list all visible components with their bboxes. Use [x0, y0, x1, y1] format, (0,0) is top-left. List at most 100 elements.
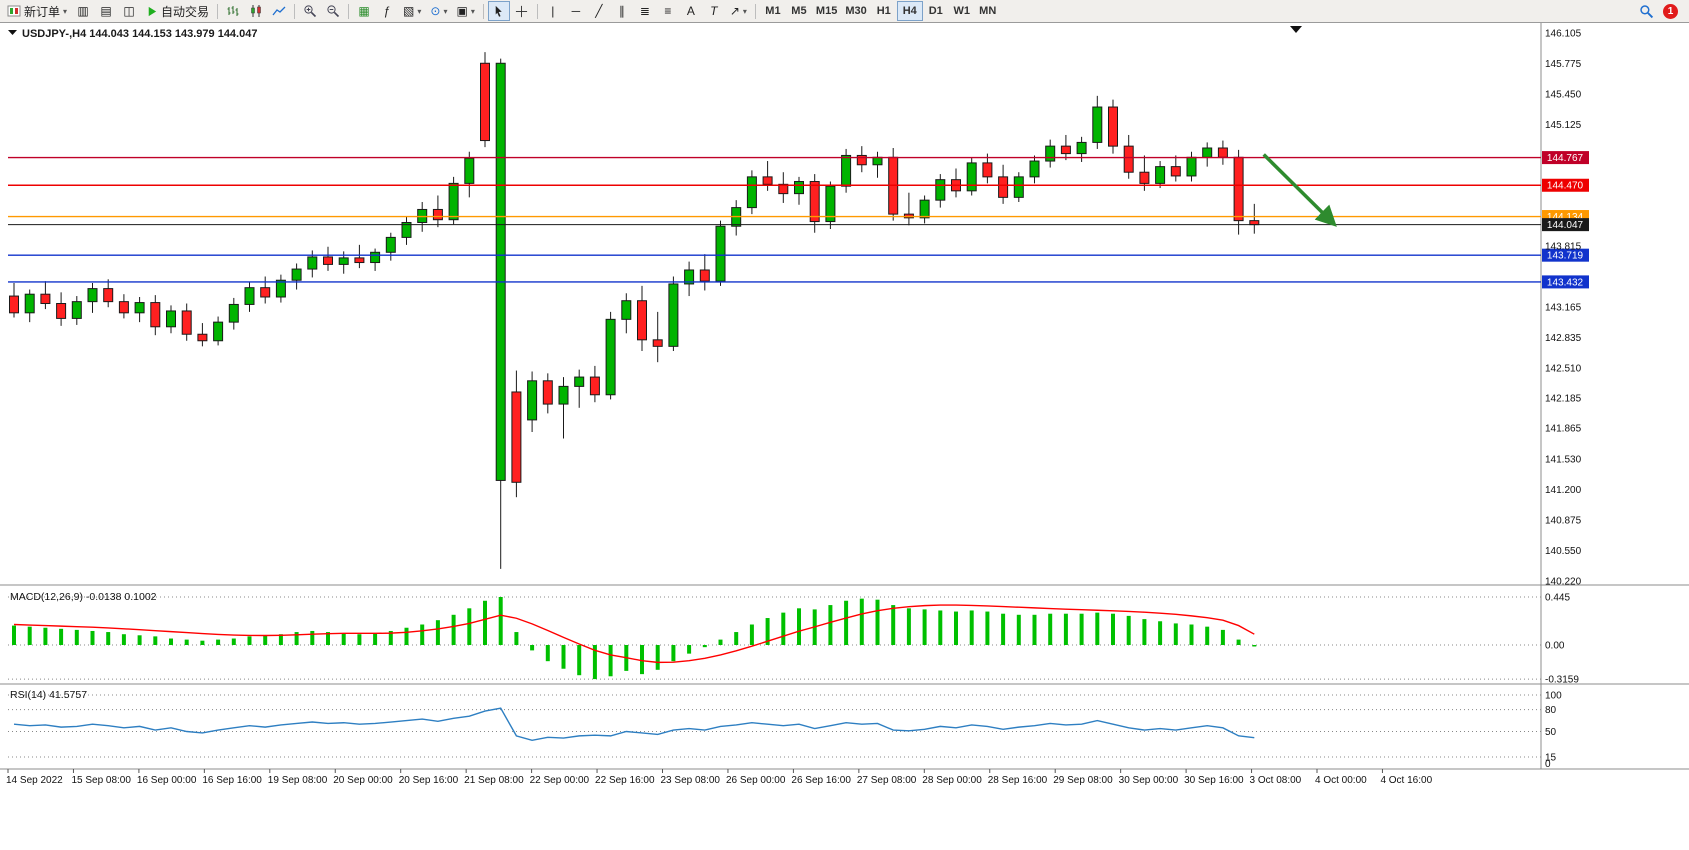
trendline-button[interactable]: ╱ — [588, 1, 610, 21]
fibonacci-icon: ≣ — [639, 4, 650, 18]
zoom-in-icon — [304, 5, 317, 18]
time-axis-label: 26 Sep 16:00 — [791, 775, 851, 786]
zoom-in-button[interactable] — [299, 1, 321, 21]
price-axis-label: 145.450 — [1545, 89, 1582, 100]
timeframe-m30-button[interactable]: M30 — [845, 5, 867, 17]
price-axis-label: 140.550 — [1545, 546, 1582, 557]
macd-panel: 0.445 0.00 -0.3159 MACD(12,26,9) -0.0138 0.… — [8, 591, 1579, 686]
cursor-button[interactable] — [487, 1, 510, 21]
toolbar-separator — [482, 3, 484, 19]
search-icon — [1640, 4, 1654, 18]
time-axis[interactable]: 14 Sep 2022 15 Sep 08:00 16 Sep 00:00 16 Se… — [6, 769, 1433, 786]
chart-window[interactable]: USDJPY-,H4 144.043 144.153 143.979 144.0… — [0, 23, 1689, 850]
horizontal-line-button[interactable]: ─ — [565, 1, 587, 21]
rsi-axis-label: 15 — [1545, 753, 1557, 764]
zoom-out-button[interactable] — [322, 1, 344, 21]
time-axis-label: 28 Sep 16:00 — [988, 775, 1048, 786]
time-axis-label: 16 Sep 16:00 — [202, 775, 262, 786]
main-toolbar: 新订单 ▾ ▥ ▤ ◫ 自动交易 — [0, 0, 1689, 23]
dropdown-icon: ▾ — [63, 6, 68, 16]
navigator-button[interactable]: ◫ — [118, 1, 140, 21]
toolbar-right: 1 — [1635, 1, 1686, 21]
equidistant-channel-button[interactable]: ≡ — [657, 1, 679, 21]
crosshair-button[interactable] — [511, 1, 533, 21]
horizontal-line-144.134[interactable]: 144.134 — [8, 210, 1589, 224]
text-button[interactable]: A — [680, 1, 702, 21]
navigator-icon: ◫ — [123, 4, 135, 18]
time-axis-label: 4 Oct 00:00 — [1315, 775, 1367, 786]
objects-list-button[interactable]: ▧ ▾ — [399, 1, 425, 21]
time-axis-label: 29 Sep 08:00 — [1053, 775, 1113, 786]
new-order-label: 新订单 — [24, 4, 61, 19]
channel-button[interactable]: ∥ — [611, 1, 633, 21]
time-axis-label: 21 Sep 08:00 — [464, 775, 524, 786]
arrows-button[interactable]: ↗ ▾ — [726, 1, 751, 21]
new-order-button[interactable]: 新订单 ▾ — [3, 1, 71, 21]
horizontal-line-143.719[interactable]: 143.719 — [8, 248, 1589, 262]
horizontal-line-144.470[interactable]: 144.470 — [8, 178, 1589, 192]
text-label-button[interactable]: T — [703, 1, 725, 21]
bar-chart-button[interactable] — [222, 1, 244, 21]
macd-signal-line — [13, 604, 1255, 664]
horizontal-line-144.767[interactable]: 144.767 — [8, 151, 1589, 165]
periods-button[interactable]: ⊙ ▾ — [426, 1, 451, 21]
auto-trading-label: 自动交易 — [161, 4, 210, 19]
price-axis-label: 140.220 — [1545, 577, 1582, 588]
timeframe-m15-button[interactable]: M15 — [815, 5, 838, 17]
fibonacci-button[interactable]: ≣ — [634, 1, 656, 21]
horizontal-line-icon: ─ — [571, 4, 581, 18]
price-chart[interactable]: USDJPY-,H4 144.043 144.153 143.979 144.0… — [0, 23, 1689, 850]
cursor-icon — [496, 5, 503, 17]
notification-badge[interactable]: 1 — [1663, 3, 1678, 19]
time-axis-label: 20 Sep 16:00 — [399, 775, 459, 786]
line-chart-button[interactable] — [268, 1, 290, 21]
data-window-icon: ▤ — [100, 4, 112, 18]
search-button[interactable] — [1635, 1, 1658, 21]
timeframe-d1-button[interactable]: D1 — [928, 5, 943, 17]
price-tag-label: 144.767 — [1547, 153, 1584, 164]
time-axis-label: 3 Oct 08:00 — [1250, 775, 1302, 786]
vertical-line-button[interactable]: | — [542, 1, 564, 21]
timeframe-h1-button[interactable]: H1 — [876, 5, 891, 17]
timeframe-w1-button[interactable]: W1 — [953, 5, 970, 17]
chart-menu-icon[interactable] — [8, 30, 17, 35]
timeframe-m5-button[interactable]: M5 — [791, 5, 807, 17]
indicators-button[interactable]: ƒ — [376, 1, 398, 21]
price-axis-label: 145.125 — [1545, 120, 1582, 131]
periods-icon: ⊙ — [430, 4, 441, 18]
dropdown-icon: ▾ — [443, 6, 448, 16]
symbol-ohlc-label: USDJPY-,H4 144.043 144.153 143.979 144.0… — [22, 28, 257, 40]
data-window-button[interactable]: ▤ — [95, 1, 117, 21]
dropdown-icon: ▾ — [417, 6, 422, 16]
templates-button[interactable]: ▣ ▾ — [452, 1, 478, 21]
time-axis-label: 4 Oct 16:00 — [1380, 775, 1432, 786]
price-tag — [1542, 218, 1589, 232]
price-tag — [1542, 248, 1589, 262]
crosshair-icon — [516, 5, 528, 17]
rsi-axis-label: 80 — [1545, 705, 1557, 716]
time-axis-label: 20 Sep 00:00 — [333, 775, 393, 786]
timeframe-h4-button[interactable]: H4 — [896, 1, 923, 21]
horizontal-line-143.432[interactable]: 143.432 — [8, 275, 1589, 289]
time-axis-label: 15 Sep 08:00 — [71, 775, 131, 786]
dropdown-icon: ▾ — [470, 6, 475, 16]
candlesticks — [9, 52, 1260, 569]
price-axis-label: 142.510 — [1545, 363, 1582, 374]
time-axis-label: 30 Sep 16:00 — [1184, 775, 1244, 786]
trendline-icon: ╱ — [595, 4, 603, 18]
tile-windows-icon: ▦ — [358, 4, 370, 18]
channel-icon: ∥ — [618, 4, 625, 18]
trend-arrow[interactable] — [1262, 153, 1337, 227]
rsi-label: RSI(14) 41.5757 — [10, 689, 87, 701]
candlestick-chart-button[interactable] — [245, 1, 267, 21]
timeframe-m1-button[interactable]: M1 — [765, 5, 781, 17]
price-axis[interactable]: 146.105 145.775 145.450 145.125 143.815 143.1… — [1545, 29, 1582, 588]
timeframe-mn-button[interactable]: MN — [979, 5, 997, 17]
price-axis-label: 142.185 — [1545, 394, 1582, 405]
time-axis-label: 22 Sep 00:00 — [530, 775, 590, 786]
market-watch-button[interactable]: ▥ — [72, 1, 94, 21]
tile-windows-button[interactable]: ▦ — [353, 1, 375, 21]
auto-trading-button[interactable]: 自动交易 — [141, 1, 213, 21]
chart-shift-marker-icon[interactable] — [1290, 26, 1302, 33]
time-axis-label: 14 Sep 2022 — [6, 775, 63, 786]
